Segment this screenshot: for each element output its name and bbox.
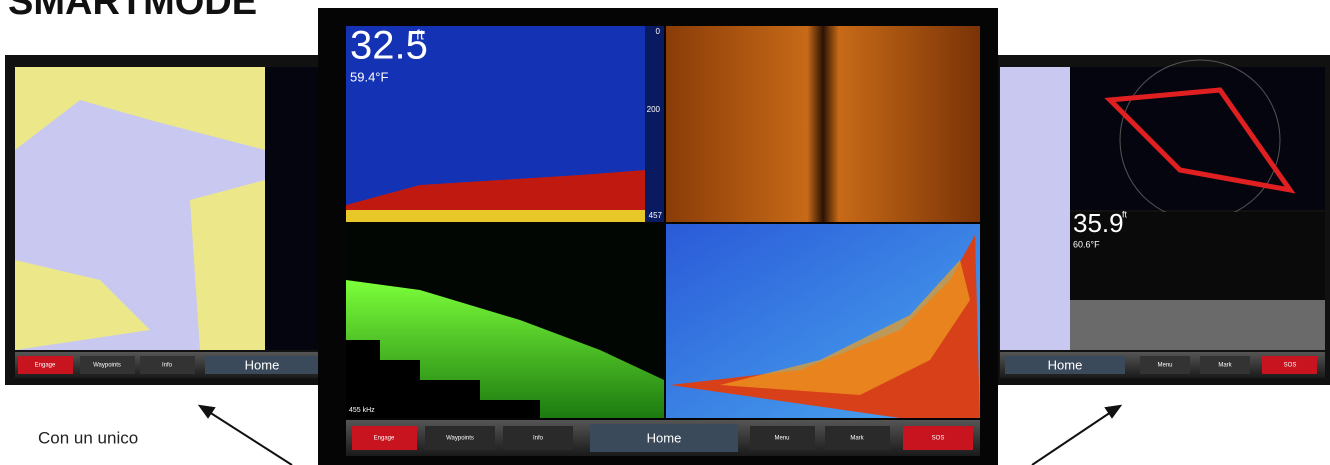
button: Mark	[850, 436, 864, 442]
button: Waypoints	[446, 436, 474, 442]
home-button: Home	[245, 357, 280, 372]
scale-label: 457	[649, 211, 663, 220]
left-screen: Engage Waypoints Info Home	[5, 55, 335, 385]
scale-label: 200	[647, 105, 661, 114]
button: Engage	[374, 436, 395, 442]
temperature: 60.6°F	[1073, 239, 1100, 249]
depth: 35.9	[1073, 208, 1124, 238]
depth: 32.5	[350, 24, 428, 68]
title: SMARTMODE	[8, 0, 257, 23]
temperature: 59.4°F	[350, 69, 389, 84]
scale-label: 0	[656, 27, 661, 36]
button: SOS	[1284, 363, 1297, 369]
button: Menu	[774, 436, 789, 442]
button: Menu	[1157, 363, 1172, 369]
home-button: Home	[647, 430, 682, 445]
button: Waypoints	[93, 363, 121, 369]
button: SOS	[932, 436, 945, 442]
depth-unit: ft	[1122, 209, 1128, 219]
button: Info	[533, 436, 544, 442]
center-screen: 32.5 ft 59.4°F 0 200 457 455 kHz Engage …	[318, 8, 998, 465]
home-button: Home	[1048, 357, 1083, 372]
right-screen: 35.9 ft 60.6°F Home Menu Mark SOS	[995, 55, 1330, 385]
button: Info	[162, 363, 173, 369]
depth-unit: ft	[416, 27, 424, 43]
frequency: 455 kHz	[349, 407, 375, 414]
button: Engage	[35, 363, 56, 369]
caption: Con un unico	[38, 428, 138, 447]
arrows	[197, 404, 1123, 465]
button: Mark	[1218, 363, 1232, 369]
